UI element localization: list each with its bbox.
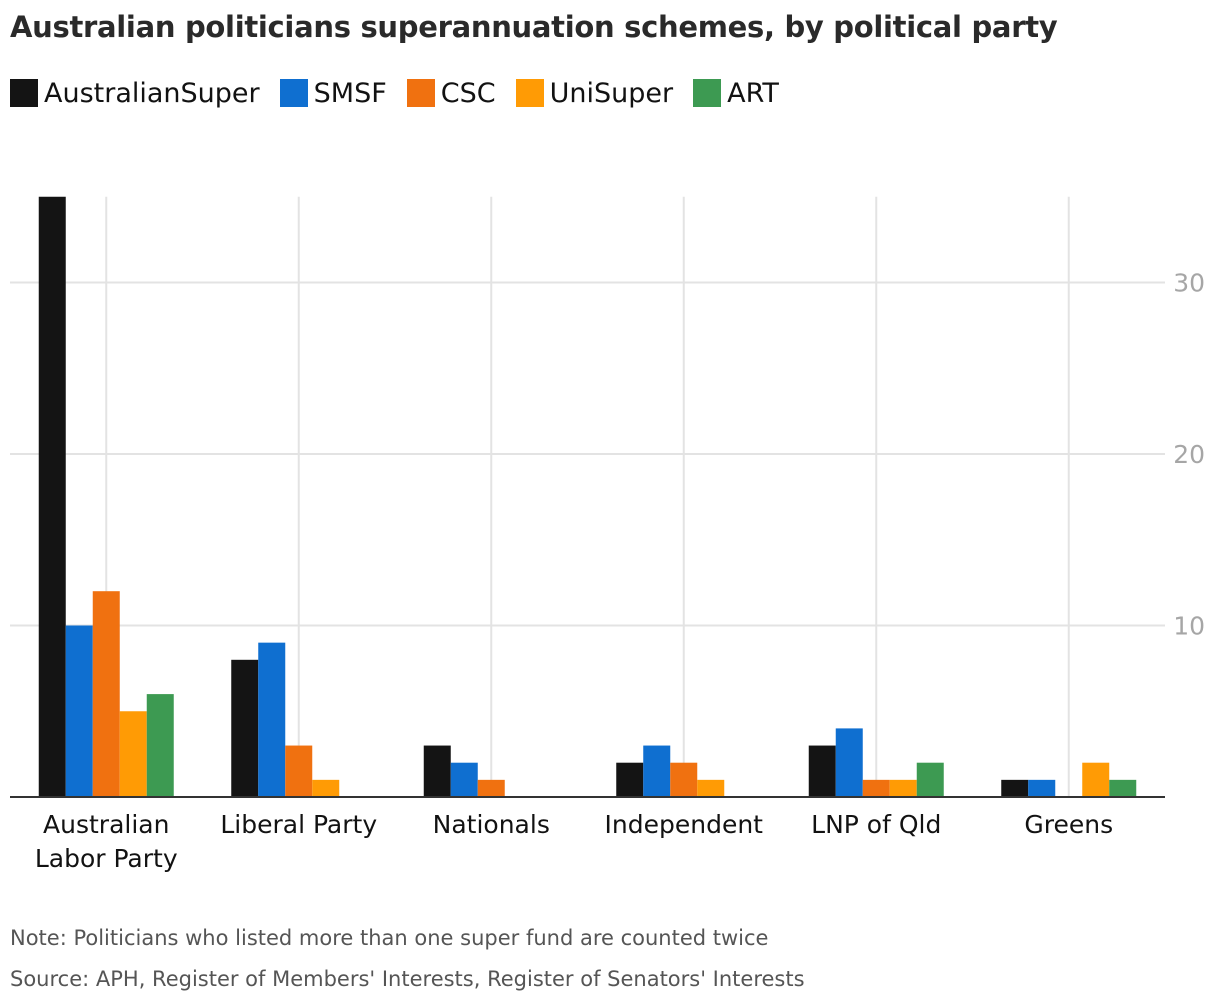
bar-csc-australian-labor-party [92,591,120,797]
x-category-label-lnp-of-qld: LNP of Qld [811,810,941,839]
legend-item-unisuper: UniSuper [515,77,674,109]
x-category-label-line: Australian [43,810,169,839]
x-axis-labels: Australian Labor Party Liberal Party Nation… [35,810,1113,873]
x-category-label-liberal-party: Liberal Party [220,810,377,839]
bar-unisuper-greens [1082,762,1110,797]
x-category-label-line: Nationals [433,810,550,839]
y-tick-label: 10 [1173,612,1205,641]
legend-swatch-smsf [279,79,308,107]
x-category-label-nationals: Nationals [433,810,550,839]
bar-unisuper-lnp-of-qld [889,779,917,797]
legend-label: SMSF [313,77,387,109]
x-category-label-line: LNP of Qld [811,810,941,839]
bar-smsf-independent [643,745,671,797]
x-category-label-independent: Independent [605,810,764,839]
bar-smsf-liberal-party [258,642,286,797]
bar-smsf-australian-labor-party [65,625,93,797]
y-tick-label: 30 [1173,269,1205,298]
bar-csc-liberal-party [285,745,313,797]
bar-art-australian-labor-party [146,694,174,797]
bar-australiansuper-australian-labor-party [38,196,66,797]
bars [38,196,1137,797]
x-category-label-australian-labor-party: Australian Labor Party [35,810,178,873]
chart-note: Note: Politicians who listed more than o… [10,926,769,950]
legend-item-art: ART [693,78,779,109]
bar-smsf-lnp-of-qld [835,728,863,797]
legend-item-australiansuper: AustralianSuper [10,78,260,109]
bar-australiansuper-independent [616,762,644,797]
bar-art-greens [1109,779,1137,797]
legend-item-smsf: SMSF [279,77,387,109]
bar-unisuper-australian-labor-party [119,711,147,797]
y-tick-label: 20 [1173,440,1205,469]
bar-australiansuper-nationals [423,745,451,797]
legend-item-csc: CSC [406,77,496,109]
legend-swatch-unisuper [515,79,544,107]
legend-label: AustralianSuper [44,77,260,109]
chart-title: Australian politicians superannuation sc… [10,10,1058,44]
bar-csc-independent [670,762,698,797]
x-category-label-line: Labor Party [35,844,178,873]
bar-unisuper-independent [697,779,725,797]
bar-art-lnp-of-qld [916,762,944,797]
bar-unisuper-liberal-party [312,779,340,797]
bar-australiansuper-greens [1001,779,1029,797]
bar-csc-lnp-of-qld [862,779,890,797]
legend-swatch-australiansuper [10,79,38,107]
bar-australiansuper-lnp-of-qld [808,745,836,797]
bar-smsf-greens [1028,779,1056,797]
legend-label: UniSuper [549,77,674,109]
legend-label: ART [727,77,779,109]
bar-smsf-nationals [450,762,478,797]
x-category-label-line: Independent [605,810,764,839]
x-category-label-line: Liberal Party [220,810,377,839]
legend-label: CSC [440,77,496,109]
x-category-label-greens: Greens [1024,810,1113,839]
x-category-label-line: Greens [1024,810,1113,839]
gridlines [10,196,1165,797]
chart-source: Source: APH, Register of Members' Intere… [10,967,805,991]
bar-csc-nationals [477,779,505,797]
y-axis-ticks: 10 20 30 [1173,269,1205,641]
legend: AustralianSuper SMSF CSC UniSuper ART [10,74,799,112]
legend-swatch-art [693,79,722,107]
bar-australiansuper-liberal-party [231,659,259,797]
legend-swatch-csc [406,79,435,107]
